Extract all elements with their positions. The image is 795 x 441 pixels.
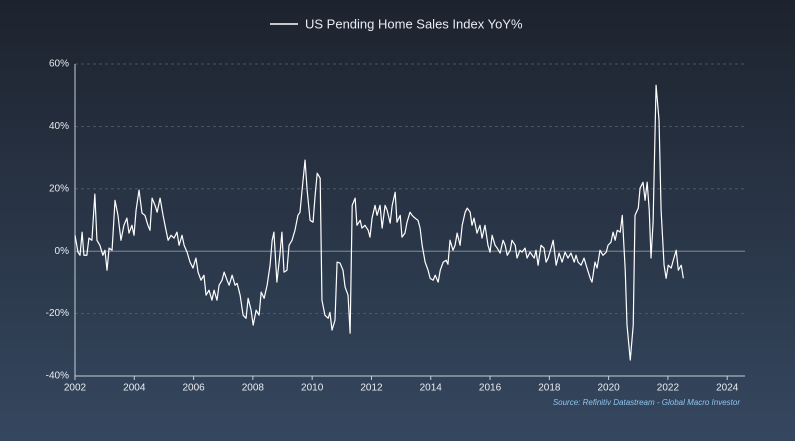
y-tick-label: 60% xyxy=(49,59,69,70)
y-tick-label: 20% xyxy=(49,183,69,194)
x-tick-label: 2012 xyxy=(360,383,383,394)
x-tick-label: 2004 xyxy=(123,383,146,394)
source-note: Source: Refinitiv Datastream - Global Ma… xyxy=(553,398,741,407)
x-tick-label: 2016 xyxy=(479,383,502,394)
y-tick-label: -20% xyxy=(46,308,69,319)
legend-label: US Pending Home Sales Index YoY% xyxy=(305,16,523,31)
data-line xyxy=(74,84,684,361)
y-tick-label: 0% xyxy=(55,246,70,257)
x-tick-label: 2020 xyxy=(598,383,621,394)
x-tick-label: 2022 xyxy=(657,383,680,394)
x-tick-label: 2006 xyxy=(182,383,205,394)
y-tick-label: 40% xyxy=(49,121,69,132)
x-tick-label: 2024 xyxy=(716,383,739,394)
x-tick-label: 2014 xyxy=(420,383,443,394)
x-tick-label: 2010 xyxy=(301,383,324,394)
x-tick-label: 2018 xyxy=(538,383,561,394)
y-tick-label: -40% xyxy=(46,371,69,382)
x-tick-label: 2008 xyxy=(242,383,265,394)
x-tick-label: 2002 xyxy=(64,383,87,394)
